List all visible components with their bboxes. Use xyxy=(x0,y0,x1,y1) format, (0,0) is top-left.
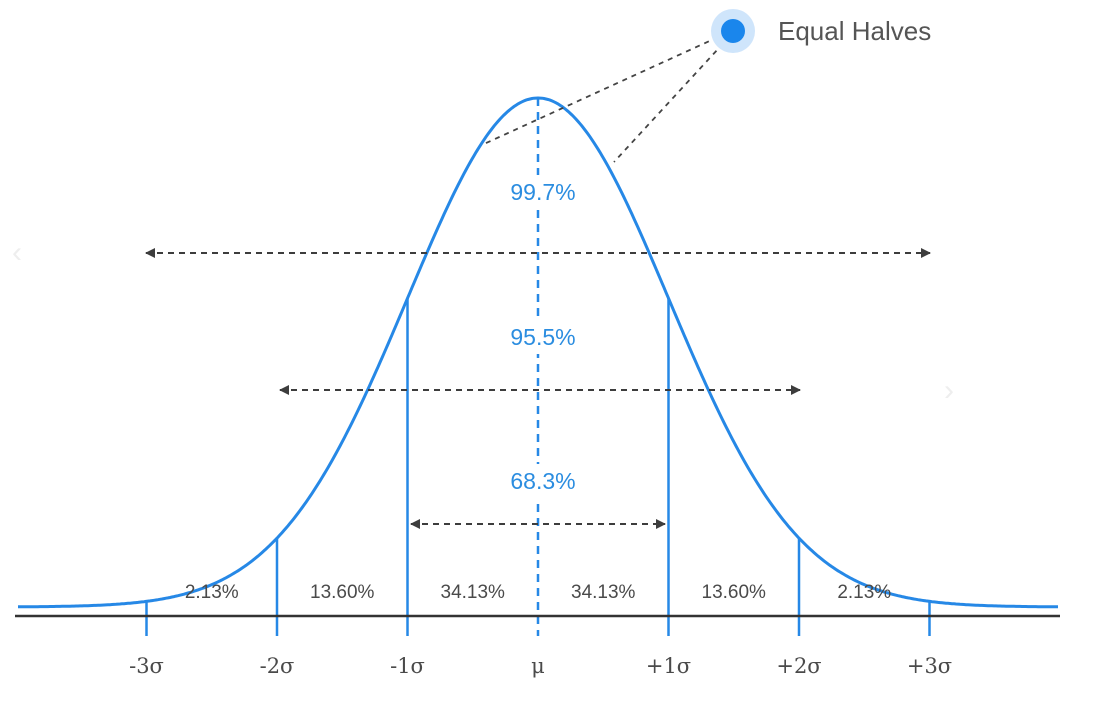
axis-tick-label: +3σ xyxy=(907,654,952,678)
two-sigma-label-bg xyxy=(500,320,586,354)
region-label: 34.13% xyxy=(571,582,636,603)
region-label: 2.13% xyxy=(837,582,891,603)
ghost-left-chevron-icon: ‹ xyxy=(12,236,22,269)
axis-tick-label: +2σ xyxy=(776,654,821,678)
axis-tick-label: -1σ xyxy=(390,654,425,678)
ghost-right-chevron-icon: › xyxy=(944,374,954,407)
three-sigma-label-bg xyxy=(500,175,586,209)
region-label: 13.60% xyxy=(702,582,767,603)
region-percentages: 2.13% 13.60% 34.13% 34.13% 13.60% 2.13% xyxy=(185,582,891,603)
one-sigma-label-bg xyxy=(500,464,586,498)
callout-leader-left xyxy=(483,32,728,145)
axis-tick-label: μ xyxy=(531,654,545,678)
one-sigma-coverage-label: 68.3% xyxy=(510,468,575,494)
three-sigma-coverage-label: 99.7% xyxy=(510,179,575,205)
sigma-boundary-lines xyxy=(145,298,931,636)
region-label: 34.13% xyxy=(441,582,506,603)
region-label: 2.13% xyxy=(185,582,239,603)
region-label: 13.60% xyxy=(310,582,375,603)
bell-curve xyxy=(18,96,1058,609)
axis-tick-labels: -3σ -2σ -1σ μ +1σ +2σ +3σ xyxy=(129,654,952,678)
callout-dot-icon xyxy=(721,19,745,43)
two-sigma-coverage-label: 95.5% xyxy=(510,324,575,350)
axis-tick-label: +1σ xyxy=(646,654,691,678)
axis-tick-label: -2σ xyxy=(260,654,295,678)
callout-leader-right xyxy=(613,35,731,163)
axis-tick-label: -3σ xyxy=(129,654,164,678)
callout-label: Equal Halves xyxy=(778,16,931,46)
